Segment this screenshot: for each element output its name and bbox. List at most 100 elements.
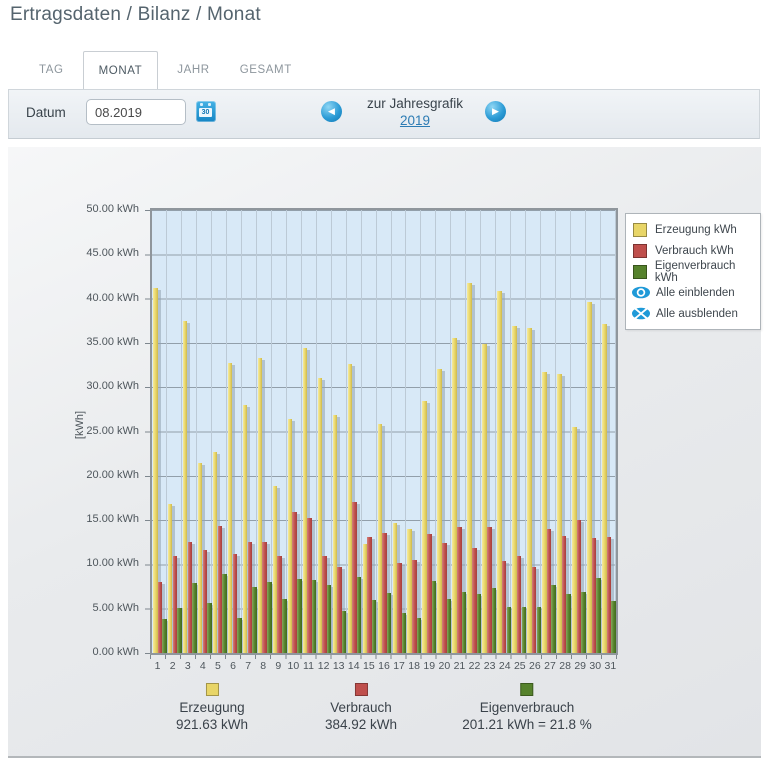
bar-verbrauch-day-6 — [232, 553, 238, 653]
legend-hide-all[interactable]: Alle ausblenden — [626, 303, 760, 324]
plot-bars — [152, 210, 616, 653]
bar-erzeugung-day-9 — [272, 486, 278, 653]
bar-eigenverbrauch-day-23 — [491, 588, 497, 653]
bar-erzeugung-day-23 — [482, 343, 487, 653]
y-axis-ticks — [145, 210, 150, 654]
x-tick-label: 17 — [393, 660, 405, 672]
tab-monat[interactable]: MONAT — [82, 51, 159, 90]
total-erzeugung: Erzeugung 921.63 kWh — [176, 683, 248, 733]
bar-eigenverbrauch-day-21 — [461, 591, 467, 653]
date-toolbar: Datum 30 ◀ zur Jahresgrafik 2019 ▶ — [8, 89, 760, 139]
bar-eigenverbrauch-day-22 — [476, 593, 482, 653]
x-tick-label: 14 — [347, 660, 360, 672]
bar-erzeugung-day-16 — [377, 424, 383, 653]
eigenverbrauch-swatch — [633, 264, 647, 279]
bar-eigenverbrauch-day-8 — [267, 582, 272, 653]
year-link[interactable]: 2019 — [399, 113, 431, 128]
bar-verbrauch-day-3 — [187, 542, 193, 653]
bar-eigenverbrauch-day-19 — [431, 581, 437, 653]
erzeugung-total-value: 921.63 kWh — [175, 717, 249, 732]
legend-item-erzeugung[interactable]: Erzeugung kWh — [626, 219, 760, 240]
total-eigenverbrauch: Eigenverbrauch 201.21 kWh = 21.8 % — [462, 683, 592, 733]
day-group-3 — [182, 210, 197, 653]
previous-month-button[interactable]: ◀ — [321, 101, 342, 122]
date-input[interactable] — [86, 99, 186, 125]
day-group-14 — [347, 210, 362, 653]
bar-erzeugung-day-24 — [497, 290, 502, 653]
day-group-2 — [167, 210, 182, 653]
day-group-17 — [392, 210, 407, 653]
day-group-31 — [601, 210, 616, 653]
bar-erzeugung-day-18 — [407, 528, 412, 653]
eigenverbrauch-total-swatch — [520, 683, 534, 696]
x-tick-label: 6 — [230, 660, 236, 672]
bar-verbrauch-day-19 — [427, 534, 432, 653]
bar-erzeugung-day-30 — [587, 302, 592, 653]
chevron-left-icon: ◀ — [328, 106, 335, 116]
day-group-10 — [287, 210, 302, 653]
legend-item-eigenverbrauch[interactable]: Eigenverbrauch kWh — [626, 260, 760, 284]
bar-erzeugung-day-17 — [392, 522, 397, 653]
y-tick-label: 15.00 kWh — [86, 513, 139, 526]
bar-erzeugung-day-2 — [167, 504, 173, 653]
bar-verbrauch-day-15 — [367, 536, 372, 653]
verbrauch-total-swatch — [354, 683, 368, 696]
day-group-16 — [377, 210, 392, 653]
bar-eigenverbrauch-day-7 — [252, 587, 257, 653]
bar-eigenverbrauch-day-15 — [371, 599, 377, 653]
bar-erzeugung-day-13 — [332, 414, 338, 653]
bar-verbrauch-day-28 — [561, 536, 567, 653]
chart-panel: 50.00 kWh 45.00 kWh 40.00 kWh 35.00 kWh 30.0… — [8, 147, 761, 758]
day-group-21 — [451, 210, 467, 653]
day-group-25 — [511, 210, 527, 653]
x-axis-ticks — [150, 655, 618, 659]
bar-eigenverbrauch-day-14 — [356, 576, 362, 653]
eigenverbrauch-total-value: 201.21 kWh = 21.8 % — [462, 717, 592, 732]
day-group-30 — [586, 210, 602, 653]
bar-erzeugung-day-27 — [542, 372, 547, 653]
bar-eigenverbrauch-day-18 — [416, 617, 422, 653]
bar-erzeugung-day-20 — [437, 368, 442, 653]
day-group-22 — [466, 210, 482, 653]
day-group-28 — [556, 210, 572, 653]
bar-eigenverbrauch-day-2 — [177, 607, 182, 653]
legend-show-all[interactable]: Alle einblenden — [626, 282, 760, 303]
bar-verbrauch-day-7 — [247, 542, 252, 653]
tab-jahr[interactable]: JAHR — [177, 64, 210, 76]
x-tick-label: 24 — [498, 660, 511, 672]
bar-verbrauch-day-1 — [157, 582, 163, 653]
chart-legend: Erzeugung kWh Verbrauch kWh Eigenverbrau… — [625, 213, 761, 330]
y-axis-labels: 50.00 kWh 45.00 kWh 40.00 kWh 35.00 kWh 30.0… — [8, 203, 144, 658]
bar-eigenverbrauch-day-9 — [282, 598, 287, 653]
x-tick-label: 7 — [245, 660, 252, 672]
x-tick-label: 2 — [169, 660, 176, 672]
x-tick-label: 27 — [544, 660, 556, 672]
bar-erzeugung-day-10 — [287, 419, 293, 653]
tab-gesamt[interactable]: GESAMT — [239, 64, 292, 76]
legend-item-verbrauch[interactable]: Verbrauch kWh — [626, 240, 760, 261]
bar-eigenverbrauch-day-27 — [551, 584, 556, 653]
calendar-button[interactable]: 30 — [196, 101, 216, 122]
next-month-button[interactable]: ▶ — [485, 101, 506, 122]
day-group-19 — [421, 210, 437, 653]
day-group-8 — [257, 210, 272, 653]
tab-tag[interactable]: TAG — [39, 64, 64, 76]
bar-eigenverbrauch-day-4 — [207, 602, 212, 653]
page-title: Ertragsdaten / Bilanz / Monat — [10, 4, 261, 25]
bar-verbrauch-day-5 — [217, 526, 223, 653]
eye-icon — [632, 286, 650, 299]
chevron-right-icon: ▶ — [492, 106, 499, 116]
bar-erzeugung-day-8 — [257, 357, 263, 653]
bar-eigenverbrauch-day-24 — [506, 606, 512, 653]
x-axis-labels: 1 2 3 4 5 6 7 8 9 10 11 12 13 14 15 16 17 18 19 20 21 22 23 24 2… — [150, 660, 618, 672]
bar-erzeugung-day-15 — [362, 544, 368, 653]
day-group-5 — [212, 210, 227, 653]
bar-erzeugung-day-7 — [242, 404, 248, 653]
y-tick-label: 35.00 kWh — [86, 335, 139, 348]
bar-eigenverbrauch-day-3 — [192, 583, 197, 653]
x-tick-label: 30 — [589, 660, 602, 672]
bar-eigenverbrauch-day-31 — [611, 600, 616, 653]
y-axis-title: [kWh] — [74, 410, 87, 440]
y-tick-label: 45.00 kWh — [86, 247, 139, 260]
bar-verbrauch-day-27 — [546, 528, 552, 653]
